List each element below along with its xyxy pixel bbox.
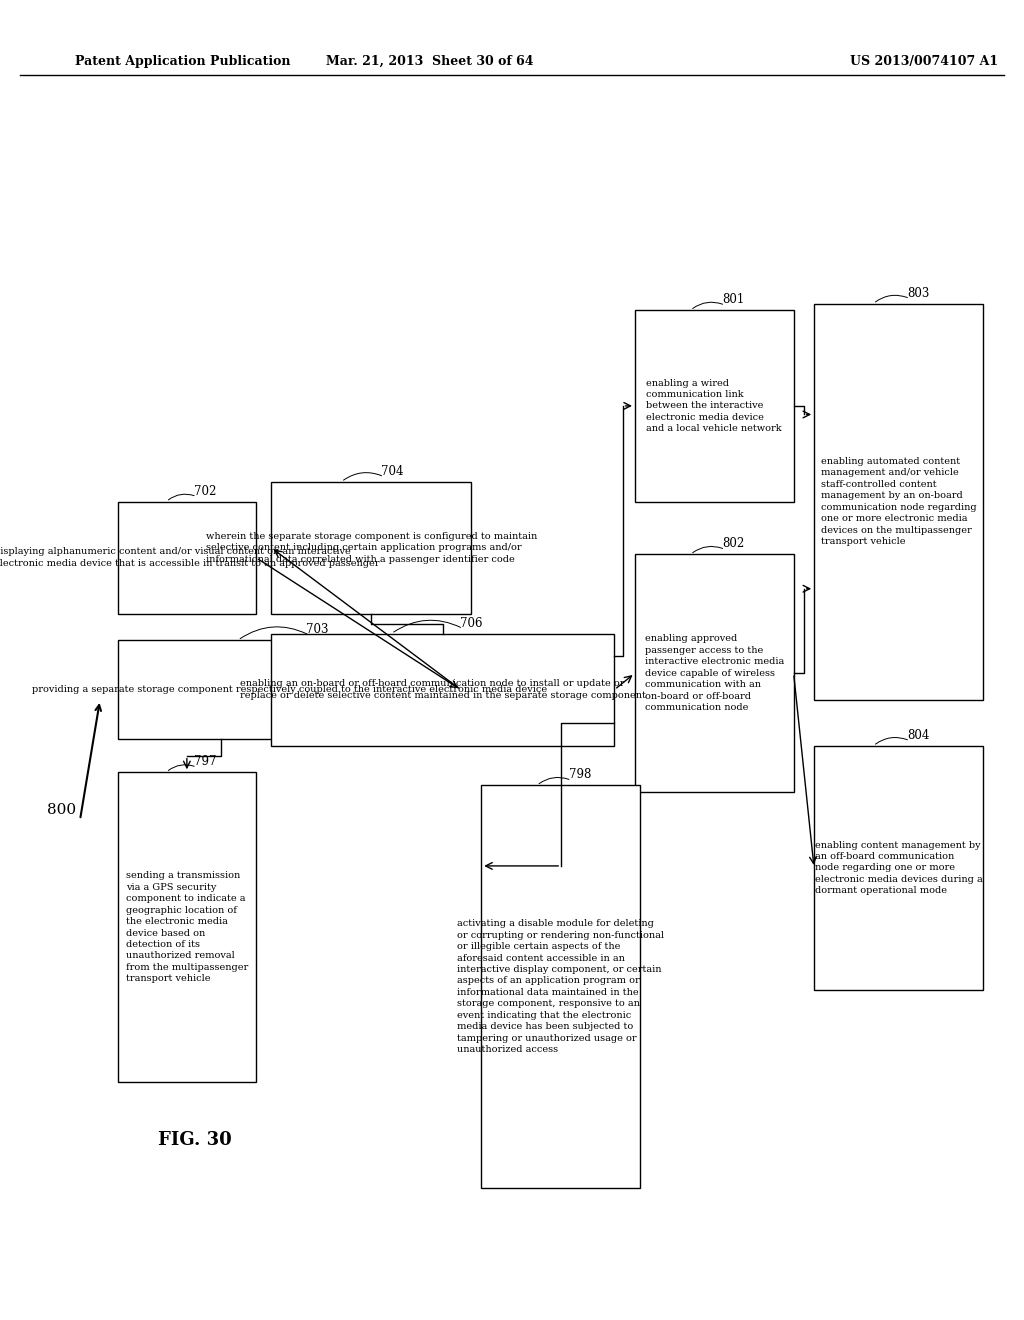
Bar [118, 772, 256, 1082]
Text: displaying alphanumeric content and/or visual content on an interactive
electron: displaying alphanumeric content and/or v… [0, 548, 380, 568]
Text: 703: 703 [306, 623, 329, 636]
Text: 797: 797 [194, 755, 216, 768]
Text: providing a separate storage component respectively coupled to the interactive e: providing a separate storage component r… [32, 685, 547, 694]
Bar [481, 785, 640, 1188]
Text: Patent Application Publication: Patent Application Publication [75, 55, 291, 69]
Text: 702: 702 [194, 484, 216, 498]
Text: 798: 798 [568, 768, 591, 781]
Text: Mar. 21, 2013  Sheet 30 of 64: Mar. 21, 2013 Sheet 30 of 64 [327, 55, 534, 69]
Text: enabling automated content
management and/or vehicle
staff-controlled content
ma: enabling automated content management an… [821, 457, 976, 546]
Text: 706: 706 [460, 616, 482, 630]
Bar [814, 746, 983, 990]
Text: sending a transmission
via a GPS security
component to indicate a
geographic loc: sending a transmission via a GPS securit… [126, 871, 248, 983]
Text: enabling content management by
an off-board communication
node regarding one or : enabling content management by an off-bo… [815, 841, 982, 895]
Text: 802: 802 [722, 537, 744, 550]
Bar [635, 554, 794, 792]
Text: enabling approved
passenger access to the
interactive electronic media
device ca: enabling approved passenger access to th… [645, 635, 783, 711]
Text: 801: 801 [722, 293, 744, 306]
Text: US 2013/0074107 A1: US 2013/0074107 A1 [850, 55, 998, 69]
Bar [118, 502, 256, 614]
Text: enabling a wired
communication link
between the interactive
electronic media dev: enabling a wired communication link betw… [646, 379, 782, 433]
Bar [118, 640, 461, 739]
Text: wherein the separate storage component is configured to maintain
selective conte: wherein the separate storage component i… [206, 532, 537, 564]
Text: 804: 804 [907, 729, 930, 742]
Text: enabling an on-board or off-board communication node to install or update or
rep: enabling an on-board or off-board commun… [240, 680, 646, 700]
Text: 800: 800 [47, 803, 77, 817]
Bar [271, 482, 471, 614]
Text: 704: 704 [381, 465, 403, 478]
Bar [814, 304, 983, 700]
Text: activating a disable module for deleting
or corrupting or rendering non-function: activating a disable module for deleting… [457, 919, 665, 1055]
Bar [635, 310, 794, 502]
Text: FIG. 30: FIG. 30 [158, 1131, 231, 1148]
Bar [271, 634, 614, 746]
Text: 803: 803 [907, 286, 930, 300]
